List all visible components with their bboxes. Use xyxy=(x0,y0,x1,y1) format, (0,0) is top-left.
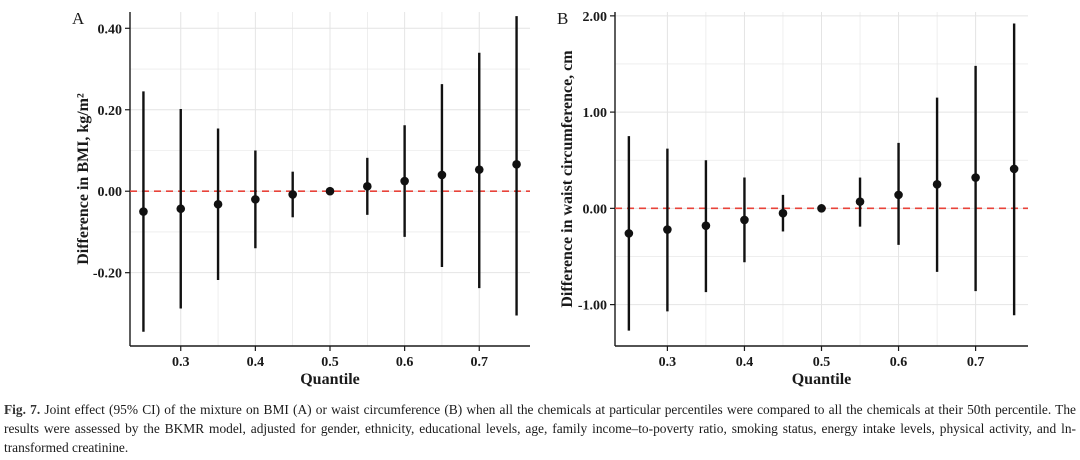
panel-a-point-estimate xyxy=(139,207,148,216)
figure-7: -0.20 0.00 0.20 0.40 0.3 0.4 0.5 0.6 0.7 Quantile… xyxy=(72,9,1028,388)
panel-a-point-estimate xyxy=(213,199,223,209)
panel-a-point-estimate xyxy=(363,182,372,191)
panel-a-point-estimate xyxy=(325,186,335,196)
panel-a-x-tick-label: 0.7 xyxy=(471,355,489,370)
panel-b-point-estimate xyxy=(817,204,826,213)
panel-a-y-axis-title: Difference in BMI, kg/m² xyxy=(75,93,92,265)
panel-a-chart: -0.20 0.00 0.20 0.40 0.3 0.4 0.5 0.6 0.7 Quantile… xyxy=(72,9,530,388)
panel-a-point-estimate xyxy=(400,176,409,186)
panel-a-x-axis-title: Quantile xyxy=(300,371,360,388)
panel-b-point-estimate xyxy=(740,215,749,225)
caption-text: Joint effect (95% CI) of the mixture on … xyxy=(4,402,1076,455)
panel-a-label: A xyxy=(72,9,85,28)
panel-b-y-tick-label: 0.00 xyxy=(583,202,608,217)
panel-b-y-axis-title: Difference in waist circumference, cm xyxy=(559,50,576,308)
panel-b-chart: -1.00 0.00 1.00 2.00 0.3 0.4 0.5 0.6 0.7 Quantile… xyxy=(557,9,1028,388)
caption-label: Fig. 7. xyxy=(4,402,41,417)
panel-a-x-tick-label: 0.3 xyxy=(172,355,190,370)
panel-b-x-axis-title: Quantile xyxy=(792,371,852,388)
panel-b-point-estimate xyxy=(701,221,711,230)
panel-b-y-tick-label: -1.00 xyxy=(578,299,607,314)
panel-a-point-estimate xyxy=(474,165,484,174)
panel-a-y-tick-label: -0.20 xyxy=(93,267,122,282)
panel-b-x-tick-label: 0.6 xyxy=(890,355,908,370)
panel-a-y-tick-label: 0.40 xyxy=(98,22,123,37)
figure-7-charts: -0.20 0.00 0.20 0.40 0.3 0.4 0.5 0.6 0.7 Quantile… xyxy=(72,9,1028,388)
panel-a-y-tick-label: 0.00 xyxy=(98,185,123,200)
panel-b-x-tick-label: 0.4 xyxy=(736,355,754,370)
panel-b-x-tick-label: 0.5 xyxy=(813,355,831,370)
panel-b-y-tick-label: 2.00 xyxy=(583,10,608,25)
panel-a-y-tick-label: 0.20 xyxy=(98,104,123,119)
panel-a-x-tick-label: 0.6 xyxy=(396,355,414,370)
panel-b-point-estimate xyxy=(663,225,672,234)
panel-a-x-tick-label: 0.5 xyxy=(321,355,339,370)
panel-b-point-estimate xyxy=(624,229,634,238)
panel-b-point-estimate xyxy=(778,208,788,218)
panel-a-point-estimate xyxy=(288,190,297,199)
panel-b-point-estimate xyxy=(894,190,903,200)
panel-a-x-tick-label: 0.4 xyxy=(247,355,265,370)
panel-a-point-estimate xyxy=(251,195,260,204)
panel-a-point-estimate xyxy=(437,170,447,180)
panel-b-x-tick-label: 0.3 xyxy=(659,355,677,370)
panel-b-point-estimate xyxy=(1009,164,1019,174)
figure-caption: Fig. 7. Joint effect (95% CI) of the mix… xyxy=(4,400,1076,457)
panel-a-point-estimate xyxy=(512,160,521,169)
panel-b-point-estimate xyxy=(855,197,865,206)
panel-a-point-estimate xyxy=(176,204,186,214)
panel-b-x-tick-label: 0.7 xyxy=(967,355,985,370)
panel-b-y-tick-label: 1.00 xyxy=(583,106,608,121)
panel-b-label: B xyxy=(557,9,568,28)
panel-b-point-estimate xyxy=(971,173,980,182)
panel-b-point-estimate xyxy=(932,179,942,189)
